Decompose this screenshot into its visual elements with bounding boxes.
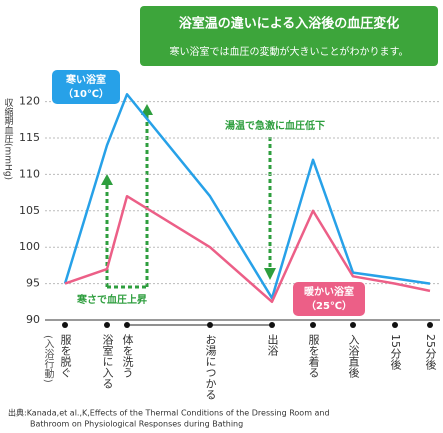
arrow-heads bbox=[101, 104, 276, 280]
x-tick-label: 出浴 bbox=[266, 333, 279, 357]
legend-label-part: 寒い浴室 bbox=[65, 73, 106, 86]
legend-box bbox=[293, 282, 365, 316]
y-tick-label: 115 bbox=[19, 131, 40, 144]
y-tick-label: 120 bbox=[19, 95, 40, 108]
y-tick-label: 110 bbox=[19, 167, 40, 180]
legend-label-part: （25℃） bbox=[306, 299, 352, 312]
x-tick-label: 体を洗う bbox=[121, 333, 134, 378]
title-box bbox=[140, 6, 438, 66]
x-tick-dot bbox=[350, 322, 356, 328]
y-axis-label: 収縮期血圧(mmHg) bbox=[3, 97, 14, 180]
chart-subtitle: 寒い浴室では血圧の変動が大きいことがわかります。 bbox=[170, 45, 409, 58]
x-axis-label: (入浴行動) bbox=[42, 335, 54, 383]
y-tick-label: 90 bbox=[26, 313, 40, 326]
legend-box bbox=[52, 70, 120, 104]
annotation: 寒さで血圧上昇 bbox=[76, 293, 147, 306]
x-tick-dot bbox=[310, 322, 316, 328]
source: 出典:Kanada,et al.,K,Effects of the Therma… bbox=[8, 408, 330, 418]
x-tick-label: 服を脱ぐ bbox=[59, 334, 72, 378]
x-tick-dot bbox=[269, 322, 275, 328]
y-tick-label: 105 bbox=[19, 204, 40, 217]
x-tick-dot bbox=[104, 322, 110, 328]
y-tick-label: 95 bbox=[26, 277, 40, 290]
x-tick-label: 15分後 bbox=[389, 334, 402, 370]
series-line bbox=[63, 93, 431, 300]
annotation: 湯温で急激に血圧低下 bbox=[225, 119, 325, 132]
legend-label-part: （10℃） bbox=[63, 87, 109, 100]
x-tick-label: 25分後 bbox=[424, 334, 437, 370]
series-line bbox=[64, 194, 431, 304]
legend-label: 寒い浴室（10℃） bbox=[63, 73, 109, 100]
legend-label-part: 暖かい浴室 bbox=[304, 285, 354, 298]
chart-title: 浴室温の違いによる入浴後の血圧変化 bbox=[179, 16, 400, 32]
source: Bathroom on Physiological Responses duri… bbox=[30, 420, 243, 429]
x-tick-dot bbox=[62, 322, 68, 328]
x-tick-label: 入浴直後 bbox=[347, 334, 360, 378]
x-tick-label: お湯につかる bbox=[204, 334, 217, 400]
x-tick-dot bbox=[124, 322, 130, 328]
x-tick-label: 浴室に入る bbox=[101, 334, 114, 389]
x-tick-label: 服を着る bbox=[307, 334, 320, 378]
x-tick-dot bbox=[392, 322, 398, 328]
x-tick-dot bbox=[427, 322, 433, 328]
y-tick-label: 100 bbox=[19, 240, 40, 253]
legend-label: 暖かい浴室（25℃） bbox=[304, 285, 354, 312]
x-tick-dot bbox=[207, 322, 213, 328]
